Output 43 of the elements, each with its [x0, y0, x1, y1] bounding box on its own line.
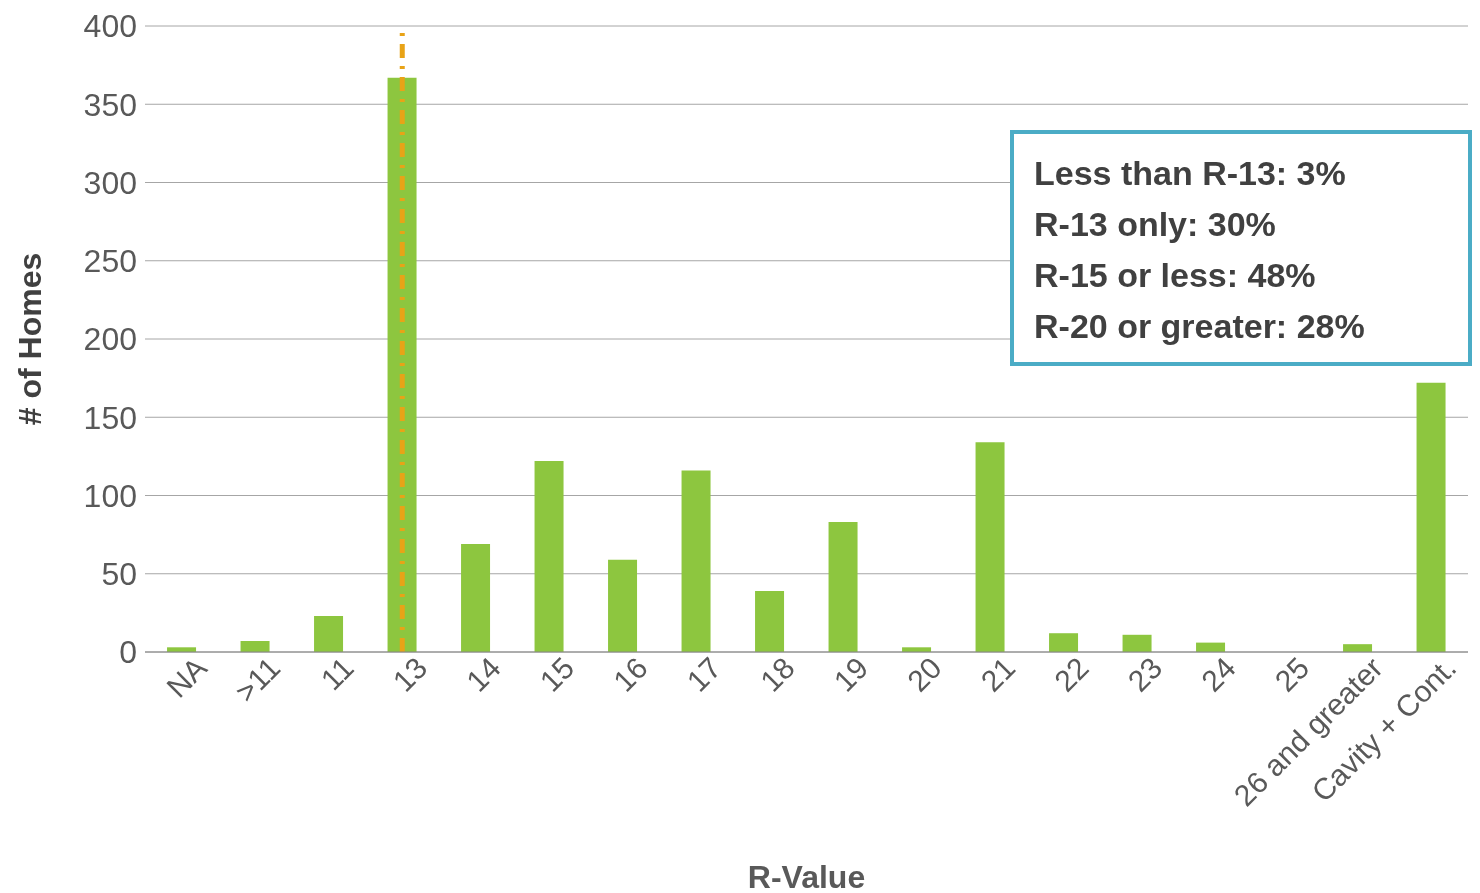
y-tick-label: 250	[83, 243, 137, 280]
x-tick-label: 24	[1194, 650, 1242, 698]
y-tick-label: 0	[119, 634, 137, 671]
y-tick-label: 300	[83, 164, 137, 201]
bar	[1049, 633, 1079, 652]
x-tick-label: 21	[974, 650, 1022, 698]
x-tick-label: 25	[1268, 650, 1316, 698]
x-tick-label: 18	[753, 650, 801, 698]
bar	[1122, 634, 1152, 652]
x-tick-label: 22	[1047, 650, 1095, 698]
x-tick-label: 19	[827, 650, 875, 698]
x-tick-label: 17	[680, 650, 728, 698]
x-tick-label: 11	[314, 650, 360, 697]
y-tick-label: 150	[83, 399, 137, 436]
x-tick-label: >11	[228, 650, 287, 709]
bar	[1416, 382, 1446, 652]
y-tick-label: 100	[83, 477, 137, 514]
y-axis-title: # of Homes	[12, 252, 49, 426]
x-axis-title: R-Value	[747, 859, 866, 893]
x-tick-label: 16	[606, 650, 654, 698]
bar	[314, 616, 344, 652]
x-tick-label: 14	[459, 650, 507, 698]
annotation: R-20 or greater: 28%	[1034, 306, 1366, 347]
bar	[975, 442, 1005, 652]
bar	[240, 641, 270, 652]
bar	[608, 559, 638, 652]
y-tick-label: 350	[83, 86, 137, 123]
bar	[681, 470, 711, 652]
bar	[534, 461, 564, 652]
y-tick-label: 50	[101, 556, 137, 593]
annotation: Less than R-13: 3%	[1034, 153, 1347, 194]
bar	[828, 522, 858, 652]
x-tick-label: 20	[900, 650, 948, 698]
bar	[755, 590, 785, 652]
bar	[461, 544, 491, 652]
annotation: R-13 only: 30%	[1034, 204, 1277, 245]
y-tick-label: 200	[83, 321, 137, 358]
y-tick-label: 400	[83, 8, 137, 45]
x-tick-label: NA	[160, 650, 213, 704]
x-tick-label: 13	[386, 650, 434, 698]
x-tick-label: 23	[1121, 650, 1169, 698]
x-tick-label: 15	[533, 650, 581, 698]
annotation: R-15 or less: 48%	[1034, 255, 1317, 296]
